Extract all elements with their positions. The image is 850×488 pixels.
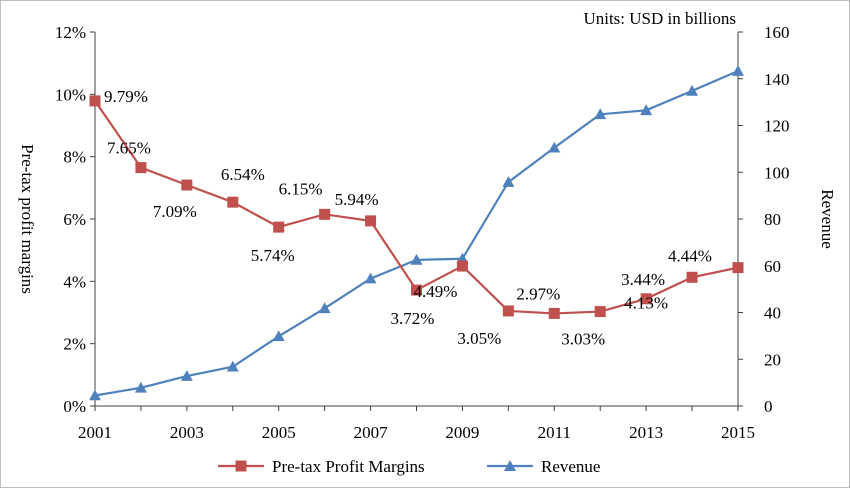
profit-margin-point [640, 293, 652, 305]
y-left-tick-label: 4% [63, 272, 86, 291]
revenue-point [594, 108, 607, 120]
y-right-tick-label: 100 [764, 163, 790, 182]
y-right-tick-label: 160 [764, 23, 790, 42]
x-tick-label: 2003 [170, 423, 204, 442]
revenue-point [686, 84, 699, 96]
profit-margin-data-label: 9.79% [104, 87, 148, 106]
profit-margin-point [411, 284, 422, 296]
y-left-tick-label: 8% [63, 148, 86, 167]
profit-margin-point [732, 262, 744, 274]
revenue-point [732, 65, 744, 76]
profit-margin-point [365, 215, 377, 227]
profit-margin-point [319, 208, 331, 220]
y-right-tick-label: 140 [764, 70, 790, 89]
y-right-tick-label: 40 [764, 304, 781, 323]
y-left-tick-label: 10% [55, 85, 86, 104]
profit-margin-point [181, 179, 193, 191]
profit-margin-data-label: 6.15% [279, 179, 323, 198]
legend-revenue-label: Revenue [541, 457, 600, 476]
profit-margin-data-label: 3.05% [457, 329, 501, 348]
profit-margin-data-label: 2.97% [516, 284, 560, 303]
profit-margin-point [502, 305, 514, 317]
profit-margin-point [135, 162, 147, 174]
y-left-tick-label: 0% [63, 397, 86, 416]
profit-margin-data-label: 3.44% [621, 270, 665, 289]
y-right-tick-label: 20 [764, 350, 781, 369]
revenue-point [548, 141, 561, 153]
y-right-tick-label: 60 [764, 257, 781, 276]
x-tick-label: 2001 [78, 423, 112, 442]
profit-margin-data-label: 4.44% [668, 247, 712, 266]
y-left-tick-label: 12% [55, 23, 86, 42]
profit-margin-point [89, 95, 101, 107]
legend-profit-label: Pre-tax Profit Margins [272, 457, 425, 476]
profit-margin-point [273, 221, 285, 233]
revenue-point [134, 381, 147, 393]
units-note: Units: USD in billions [583, 9, 736, 28]
profit-margin-point [594, 306, 606, 318]
legend-revenue-marker [504, 460, 516, 471]
profit-margin-data-label: 3.03% [561, 330, 605, 349]
y-axis-left-title: Pre-tax profit margins [18, 144, 37, 294]
profit-margin-point [686, 271, 698, 283]
revenue-point [502, 176, 515, 187]
profit-margin-data-label: 3.72% [391, 309, 435, 328]
profit-margin-point [456, 260, 468, 272]
revenue-point [226, 360, 239, 372]
profit-margin-data-label: 6.54% [221, 165, 265, 184]
profit-margin-data-label: 7.09% [153, 202, 197, 221]
y-left-tick-label: 6% [63, 210, 86, 229]
profit-margin-data-label: 4.13% [624, 293, 668, 312]
x-tick-label: 2013 [629, 423, 663, 442]
profit-margin-data-label: 5.94% [335, 190, 379, 209]
y-axis-right-title: Revenue [818, 189, 837, 248]
revenue-point [180, 370, 193, 381]
y-right-tick-label: 80 [764, 210, 781, 229]
y-left-tick-label: 2% [63, 335, 86, 354]
revenue-point [89, 389, 101, 401]
profit-margin-data-label: 5.74% [251, 246, 295, 265]
revenue-point [364, 272, 377, 284]
x-tick-label: 2011 [538, 423, 571, 442]
y-right-tick-label: 0 [764, 397, 773, 416]
profit-margin-point [548, 307, 560, 319]
revenue-point [272, 330, 285, 342]
y-right-tick-label: 120 [764, 117, 790, 136]
x-tick-label: 2015 [721, 423, 755, 442]
x-tick-label: 2009 [445, 423, 479, 442]
revenue-point [640, 104, 653, 116]
x-tick-label: 2007 [354, 423, 389, 442]
profit-margin-data-label: 4.49% [413, 282, 457, 301]
revenue-point [410, 253, 423, 265]
legend-profit-marker [235, 460, 247, 472]
x-tick-label: 2005 [262, 423, 296, 442]
revenue-point [318, 302, 331, 314]
profit-margin-data-label: 7.65% [107, 139, 151, 158]
profit-margin-point [227, 196, 239, 208]
revenue-line [94, 70, 739, 397]
